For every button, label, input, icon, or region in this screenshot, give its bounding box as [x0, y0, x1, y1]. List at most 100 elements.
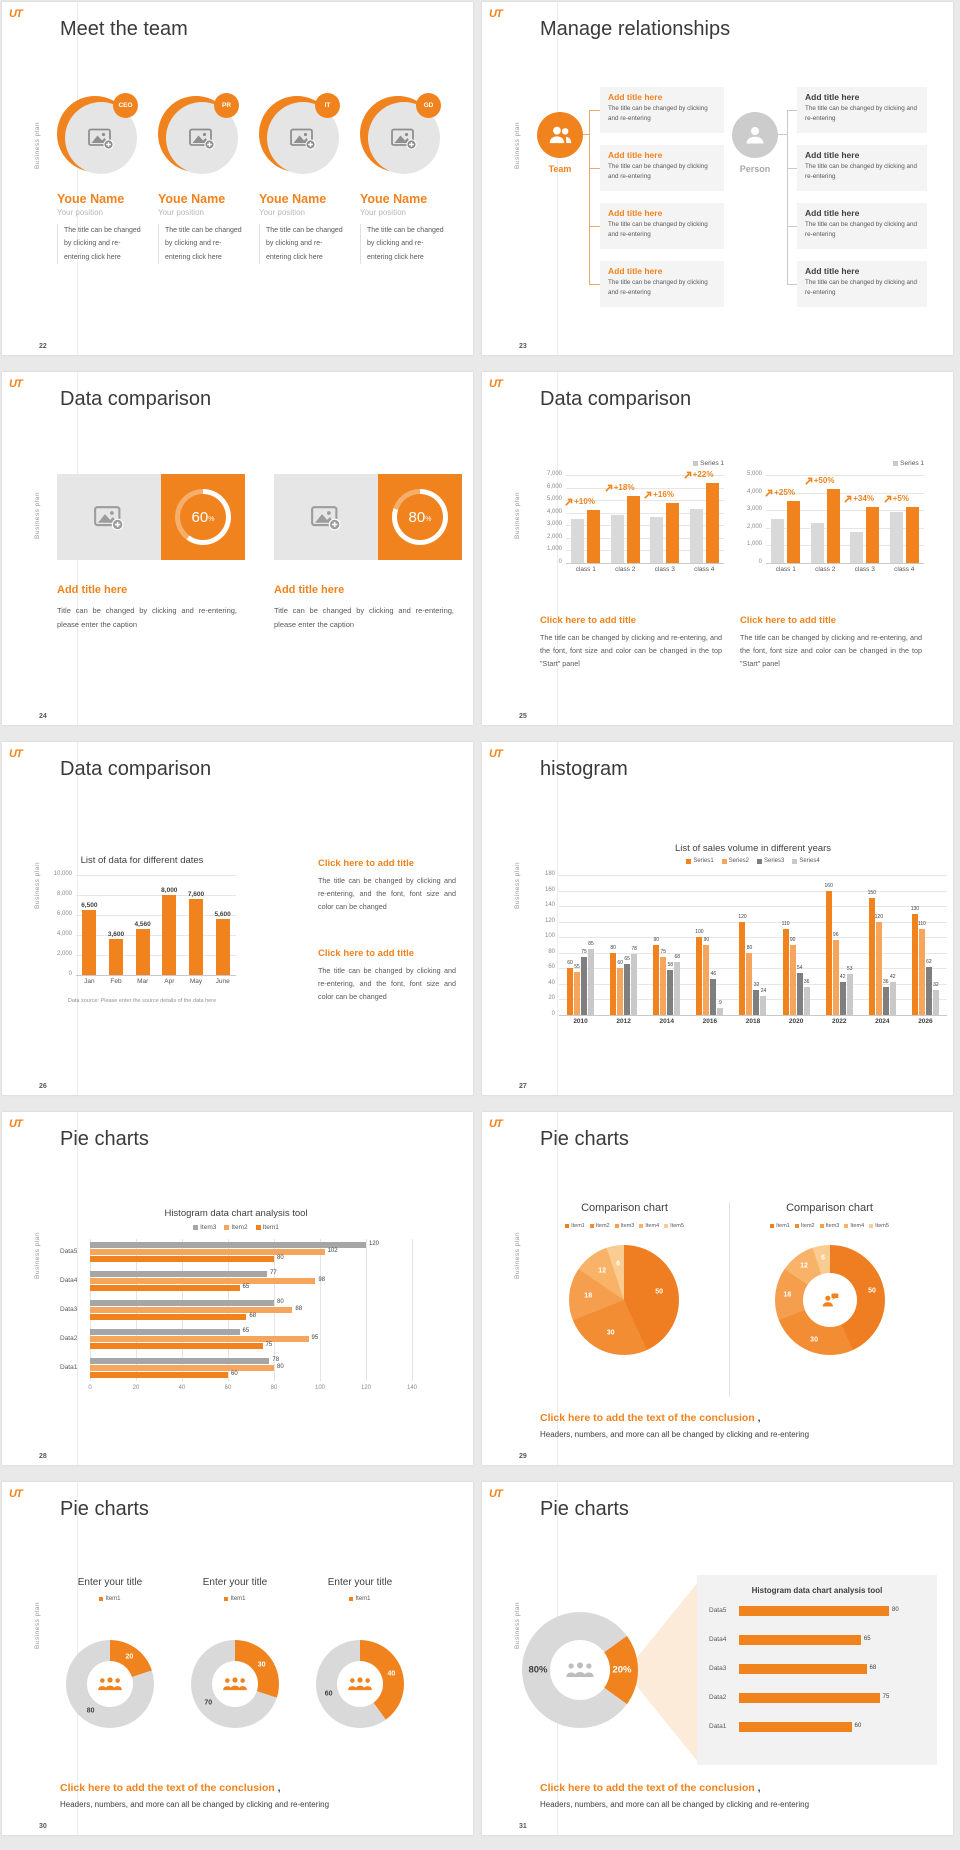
bar: [90, 1365, 274, 1371]
slice-label: 18: [783, 1291, 792, 1299]
legend-swatch: [893, 461, 899, 466]
bar: [771, 519, 785, 563]
bar: [90, 1336, 309, 1342]
x-tick-label: 2010: [573, 1018, 588, 1025]
bar-group: 100 90 46 9: [695, 875, 724, 1015]
legend-item: Item5: [664, 1223, 684, 1229]
legend-label: Series4: [799, 858, 820, 864]
bar: 80: [610, 945, 617, 1015]
slide-thumbnail-23[interactable]: UT Business plan Manage relationships Te…: [482, 2, 953, 355]
growth-label: +50%: [805, 476, 834, 486]
slide-thumbnail-26[interactable]: UT Business plan Data comparison List of…: [2, 742, 473, 1095]
donut-chart: 20% 80%: [522, 1612, 638, 1728]
legend-label: Series 1: [700, 460, 724, 467]
bar: 5,600: [214, 911, 231, 975]
legend-label: Series3: [764, 858, 785, 864]
plot-area: 60 55 75 85 80 60 65 78 90 75 58 68 100 90 46 9 120 80 32 2…: [559, 875, 947, 1015]
y-tick-label: 4,000: [546, 508, 562, 515]
slide-thumbnail-27[interactable]: UT Business plan histogram List of sales…: [482, 742, 953, 1095]
x-axis-labels: class 1 class 2 class 3 class 4: [766, 566, 924, 573]
gridline: [766, 475, 924, 476]
page-number: 30: [39, 1823, 47, 1830]
slice-label: 20%: [612, 1664, 632, 1676]
chatperson-icon: [818, 1292, 842, 1308]
legend-swatch: [255, 1225, 261, 1230]
arrow-up-right-icon: [765, 489, 773, 497]
bar-value-label: 80: [277, 1255, 284, 1261]
member-name: Youe Name: [57, 192, 125, 206]
member-name: Youe Name: [158, 192, 226, 206]
category-label: Data3: [60, 1306, 78, 1313]
slide-title: Data comparison: [60, 388, 212, 410]
bar: [810, 522, 824, 563]
sidebar-label: Business plan: [514, 122, 521, 169]
bar: 160: [825, 883, 833, 1015]
org-item: Add title here The title can be changed b…: [600, 87, 724, 133]
conclusion-title: Click here to add the text of the conclu…: [540, 1412, 761, 1424]
legend-swatch: [565, 1224, 570, 1228]
plot-area: 6,500 3,600 4,560 8,000 7,600 5,600: [76, 875, 236, 975]
bar-value-label: 80: [277, 1364, 284, 1370]
slide-thumbnail-29[interactable]: UT Business plan Pie charts Comparison c…: [482, 1112, 953, 1465]
image-placeholder-icon: [290, 126, 316, 150]
chart-footnote: Data source: Please enter the source det…: [67, 998, 217, 1004]
x-tick-label: 80: [270, 1385, 278, 1391]
team-member-card: IT Youe Name Your position The title can…: [259, 93, 350, 264]
slide-thumbnail-30[interactable]: UT Business plan Pie charts Enter your t…: [2, 1482, 473, 1835]
legend-label: Item3: [825, 1223, 840, 1229]
bar-value-label: 24: [760, 988, 767, 995]
member-description: The title can be changed by clicking and…: [259, 224, 344, 264]
bar-value-label: 75: [660, 948, 667, 955]
bar-value-label: 77: [270, 1270, 277, 1276]
brand-logo: UT: [9, 1488, 23, 1500]
bar-group: +34%: [850, 475, 880, 563]
bar: [850, 532, 864, 563]
page-number: 22: [39, 343, 47, 350]
slide-thumbnail-24[interactable]: UT Business plan Data comparison 60% Add…: [2, 372, 473, 725]
percent-card: 60%: [161, 474, 245, 560]
brand-logo: UT: [9, 1118, 23, 1130]
category-label: Data4: [60, 1277, 78, 1284]
bar-value-label: 60: [854, 1723, 862, 1729]
legend-label: Item2: [231, 1224, 248, 1231]
bar-value-label: 62: [926, 958, 932, 965]
block-title: Click here to add title: [540, 615, 637, 626]
slide-thumbnail-31[interactable]: UT Business plan Pie charts 20% 80% Histo…: [482, 1482, 953, 1835]
bar-group: 60 55 75 85: [567, 875, 595, 1015]
bar-group: 5,600: [214, 875, 231, 975]
gridline: [559, 875, 947, 876]
brand-logo: UT: [489, 1118, 503, 1130]
x-tick-label: class 3: [854, 566, 875, 573]
slide-thumbnail-28[interactable]: UT Business plan Pie charts Histogram da…: [2, 1112, 473, 1465]
divider-line: [557, 1112, 558, 1465]
slice-label: 50: [655, 1288, 664, 1296]
page-number: 24: [39, 713, 47, 720]
bar: [739, 1664, 867, 1674]
member-name: Youe Name: [360, 192, 428, 206]
bar: 36: [803, 979, 810, 1015]
bar: [666, 502, 680, 563]
avatar: GD: [360, 93, 444, 178]
bar-value-label: 46: [710, 971, 717, 978]
team-circle: [537, 112, 583, 158]
person-label: Person: [739, 164, 771, 174]
card-title: Add title here: [274, 584, 345, 596]
arrow-up-right-icon: [644, 491, 652, 499]
bar: [90, 1242, 366, 1248]
highlight-beam: [634, 1582, 698, 1762]
legend-item: Series3: [757, 858, 784, 864]
bar-group: +5%: [890, 475, 919, 563]
legend-label: Item1: [571, 1223, 585, 1229]
bar-value-label: 68: [869, 1665, 877, 1671]
bar-value-label: 8,000: [161, 887, 178, 894]
bar-value-label: 3,600: [107, 931, 125, 938]
member-description: The title can be changed by clicking and…: [360, 224, 445, 264]
bar-value-label: 4,560: [134, 921, 151, 929]
slide-title: Data comparison: [60, 758, 212, 780]
x-axis-labels: class 1 class 2 class 3 class 4: [566, 566, 724, 573]
legend-swatch: [614, 1224, 619, 1228]
slide-thumbnail-25[interactable]: UT Business plan Data comparison Series …: [482, 372, 953, 725]
bar: [905, 506, 919, 563]
member-description: The title can be changed by clicking and…: [158, 224, 243, 264]
slide-thumbnail-22[interactable]: UT Business plan Meet the team CEO Youe …: [2, 2, 473, 355]
